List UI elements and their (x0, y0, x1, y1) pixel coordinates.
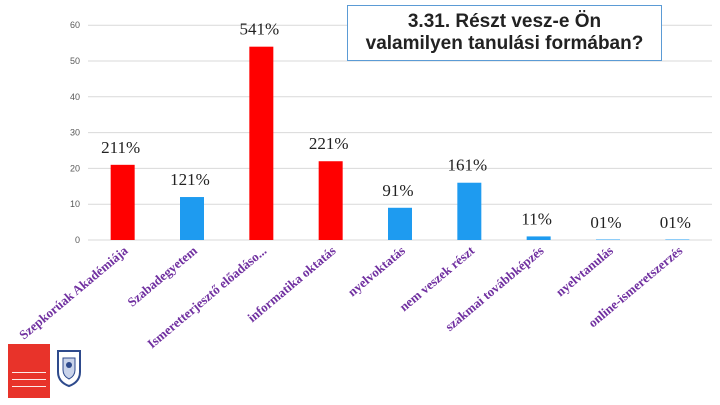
category-labels: Szepkorúak AkadémiájaSzabadegyetemIsmere… (16, 242, 685, 351)
y-tick-label: 40 (70, 92, 80, 102)
chart-title-box: 3.31. Részt vesz-e Ön valamilyen tanulás… (347, 5, 662, 61)
data-label: 211% (101, 138, 140, 157)
y-tick-label: 20 (70, 163, 80, 173)
data-label: 541% (239, 20, 279, 39)
bar (318, 161, 343, 240)
bar (526, 236, 551, 240)
category-label: Szabadegyetem (124, 243, 200, 310)
data-label: 91% (382, 181, 413, 200)
bar (596, 239, 620, 240)
y-tick-label: 30 (70, 128, 80, 138)
y-tick-label: 50 (70, 56, 80, 66)
data-label: 121% (170, 170, 210, 189)
university-crest-icon (57, 350, 81, 388)
data-label: 11% (521, 209, 552, 228)
data-label: 161% (447, 156, 487, 175)
bar (665, 239, 690, 240)
bar (388, 207, 412, 240)
red-institution-logo (8, 344, 50, 398)
category-label: Szepkorúak Akadémiája (16, 242, 131, 342)
chart-title: 3.31. Részt vesz-e Ön valamilyen tanulás… (365, 11, 644, 54)
bar (249, 46, 274, 241)
bars (110, 46, 690, 241)
category-label: Ismeretterjesztő előadáso... (144, 243, 269, 351)
data-label: 221% (309, 134, 349, 153)
bar (110, 164, 135, 240)
bar (180, 197, 204, 240)
data-label: 01% (590, 213, 621, 232)
data-labels: 211% 121% 541% 221% 91% 161% 11% 01% 01% (101, 20, 691, 232)
category-label: nyelvoktatás (345, 243, 408, 300)
y-tick-label: 0 (75, 235, 80, 245)
data-label: 01% (660, 213, 691, 232)
y-tick-label: 60 (70, 20, 80, 30)
category-label: nyelvtanulás (553, 243, 616, 300)
bar (457, 182, 482, 240)
y-tick-label: 10 (70, 199, 80, 209)
